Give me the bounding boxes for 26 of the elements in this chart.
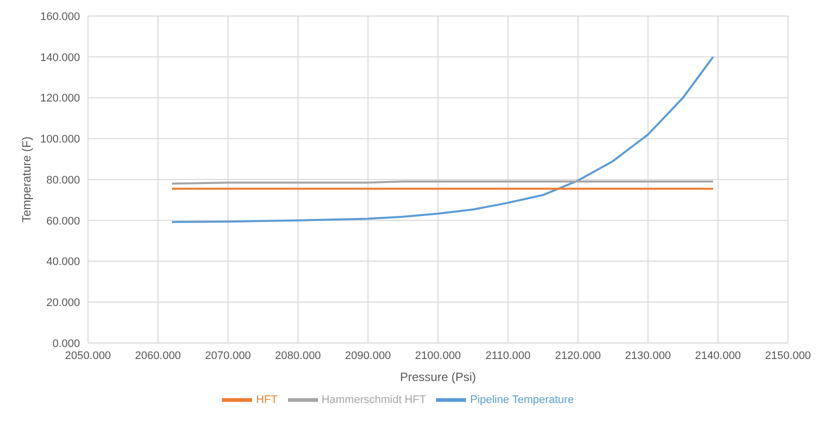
y-tick-label: 80.000 <box>46 174 80 186</box>
y-tick-label: 0.000 <box>52 338 80 350</box>
x-tick-label: 2120.000 <box>555 350 601 362</box>
y-axis-title: Temperature (F) <box>19 136 34 223</box>
y-tick-label: 100.000 <box>40 134 80 146</box>
x-tick-label: 2050.000 <box>65 350 111 362</box>
x-tick-label: 2090.000 <box>345 350 391 362</box>
legend-label: HFT <box>256 394 278 406</box>
line-series <box>171 56 714 224</box>
y-tick-label: 140.000 <box>40 52 80 64</box>
y-tick-label: 40.000 <box>46 256 80 268</box>
x-tick-label: 2100.000 <box>415 350 461 362</box>
x-tick-label: 2110.000 <box>485 350 531 362</box>
x-tick-label: 2070.000 <box>205 350 251 362</box>
legend-label: Hammerschmidt HFT <box>322 394 426 406</box>
x-tick-label: 2080.000 <box>275 350 321 362</box>
y-tick-label: 60.000 <box>46 215 80 228</box>
y-tick-label: 120.000 <box>40 92 80 105</box>
x-tick-label: 2060.000 <box>135 350 181 362</box>
y-tick-label: 160.000 <box>40 10 80 23</box>
y-tick-label: 20.000 <box>46 297 80 310</box>
x-tick-label: 2130.000 <box>625 350 671 362</box>
x-tick-label: 2150.000 <box>765 350 811 362</box>
x-tick-label: 2140.000 <box>695 350 741 362</box>
legend-label: Pipeline Temperature <box>470 394 574 406</box>
x-axis-title: Pressure (Psi) <box>400 370 476 384</box>
